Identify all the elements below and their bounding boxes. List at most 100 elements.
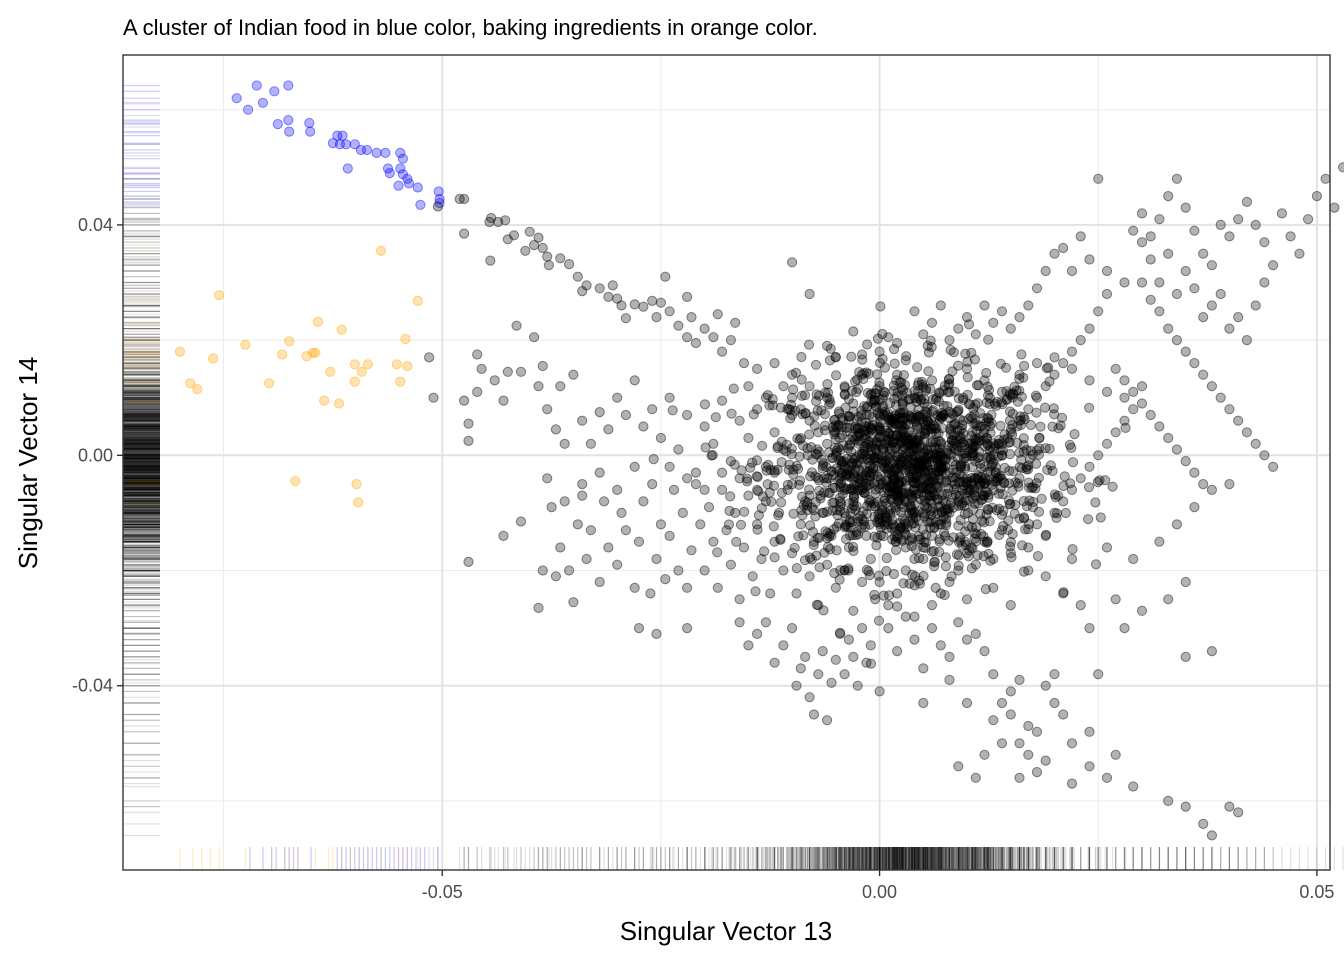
data-point-other — [842, 464, 853, 475]
data-point-other — [990, 475, 1001, 486]
data-point-other — [885, 509, 896, 520]
data-point-other — [983, 416, 995, 427]
data-point-other — [983, 548, 994, 559]
data-point-other — [865, 658, 877, 669]
data-point-other — [1004, 388, 1015, 399]
data-point-other — [782, 404, 793, 415]
data-point-other — [834, 627, 846, 639]
data-point-other — [909, 451, 920, 462]
data-point-other — [856, 522, 867, 533]
data-point-other — [872, 369, 883, 380]
data-point-other — [857, 453, 868, 464]
data-point-other — [919, 398, 930, 409]
data-point-other — [950, 444, 962, 455]
data-point-other — [901, 351, 912, 362]
data-point-other — [929, 522, 940, 534]
data-point-other — [1016, 454, 1027, 465]
data-point-other — [893, 419, 905, 430]
data-point-other — [807, 526, 819, 538]
data-point-other — [874, 421, 886, 432]
data-point-other — [955, 460, 966, 472]
data-point-other — [921, 444, 933, 455]
data-point-other — [993, 503, 1005, 514]
data-point-other — [834, 574, 845, 585]
data-point-other — [861, 367, 872, 378]
data-point-other — [969, 409, 980, 420]
data-point-other — [911, 444, 923, 455]
data-point-other — [794, 479, 805, 490]
data-point-other — [925, 415, 937, 426]
data-point-other — [906, 508, 917, 520]
data-point-other — [972, 453, 983, 464]
data-point-other — [899, 487, 910, 498]
data-point-other — [866, 388, 877, 399]
data-point-other — [928, 419, 939, 431]
data-point-other — [847, 431, 858, 442]
data-point-other — [904, 446, 915, 457]
data-point-other — [843, 394, 854, 405]
data-point-other — [834, 432, 845, 443]
data-point-other — [928, 506, 939, 518]
data-point-other — [926, 490, 937, 501]
data-point-other — [933, 435, 944, 447]
data-point-other — [939, 488, 950, 500]
data-point-other — [924, 490, 935, 501]
data-point-other — [944, 406, 955, 417]
data-point-other — [933, 396, 944, 407]
data-point-other — [993, 488, 1005, 499]
data-point-other — [850, 464, 861, 475]
data-point-other — [1044, 376, 1055, 387]
data-point-other — [879, 362, 891, 373]
data-point-other — [845, 522, 857, 533]
data-point-other — [886, 418, 897, 429]
data-point-other — [867, 411, 878, 423]
data-point-other — [808, 539, 819, 551]
data-point-other — [909, 438, 920, 449]
data-point-other — [812, 449, 823, 460]
data-point-other — [848, 490, 860, 501]
data-point-other — [844, 422, 855, 433]
data-point-other — [796, 390, 808, 401]
data-point-other — [839, 565, 850, 576]
data-point-other — [987, 459, 998, 470]
data-point-other — [893, 495, 904, 506]
data-point-other — [921, 451, 933, 462]
data-point-other — [926, 427, 937, 438]
data-point-other — [925, 383, 936, 394]
data-point-other — [935, 464, 946, 475]
data-point-other — [841, 422, 852, 433]
data-point-other — [900, 464, 911, 475]
data-point-other — [931, 423, 942, 434]
data-point-other — [919, 429, 931, 440]
data-point-other — [854, 474, 865, 485]
data-point-other — [797, 510, 808, 521]
data-point-other — [979, 423, 991, 434]
data-point-other — [795, 475, 806, 486]
data-point-other — [888, 479, 899, 490]
data-point-other — [878, 401, 889, 412]
data-point-other — [1033, 506, 1045, 517]
data-point-other — [799, 390, 811, 401]
data-point-other — [911, 436, 923, 447]
data-point-other — [988, 443, 1000, 454]
data-point-other — [764, 487, 775, 498]
data-point-other — [933, 480, 944, 492]
data-point-other — [852, 424, 863, 435]
data-point-other — [953, 550, 965, 561]
data-point-other — [761, 465, 772, 476]
data-point-other — [891, 460, 903, 471]
data-point-other — [851, 431, 862, 442]
data-point-other — [895, 499, 906, 510]
data-point-other — [945, 449, 957, 460]
data-point-other — [874, 377, 885, 388]
data-point-other — [906, 430, 917, 441]
data-point-other — [827, 497, 838, 508]
data-point-other — [932, 494, 943, 505]
data-point-other — [878, 531, 889, 542]
data-point-other — [811, 550, 822, 561]
data-point-other — [874, 513, 885, 524]
data-point-other — [1069, 429, 1080, 440]
data-point-other — [913, 515, 924, 526]
scatter-points — [174, 80, 1344, 841]
data-point-other — [951, 483, 962, 494]
